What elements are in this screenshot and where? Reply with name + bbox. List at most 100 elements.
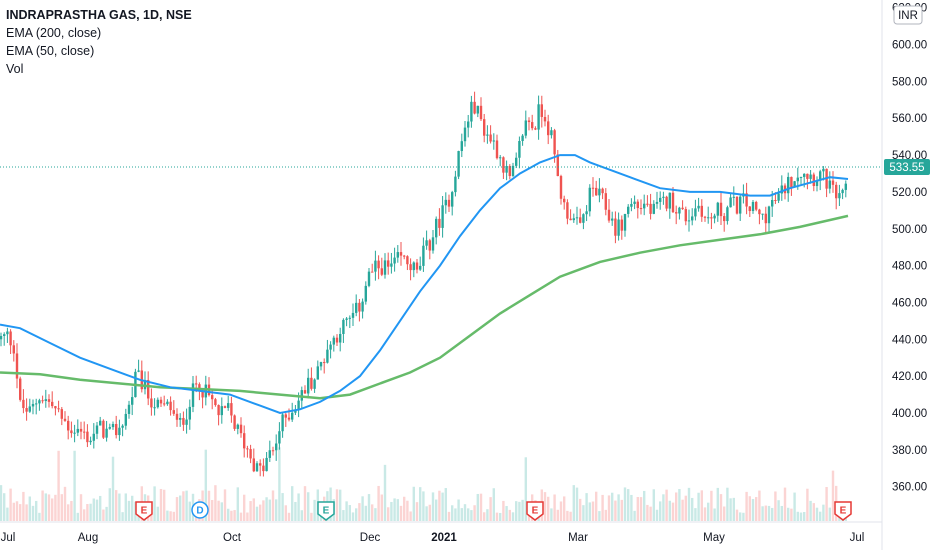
volume-bar bbox=[787, 507, 790, 521]
candle-body bbox=[649, 203, 652, 214]
volume-bar bbox=[719, 494, 723, 521]
candle-body bbox=[579, 217, 582, 223]
volume-bar bbox=[57, 450, 60, 521]
volume-bar bbox=[505, 506, 508, 521]
event-marker-label: E bbox=[141, 506, 148, 517]
chart-title[interactable]: INDRAPRASTHA GAS, 1D, NSE bbox=[6, 8, 192, 22]
candle-body bbox=[787, 176, 790, 194]
candle-body bbox=[262, 465, 265, 472]
volume-bar bbox=[707, 502, 710, 521]
volume-bar bbox=[153, 486, 156, 521]
time-axis[interactable]: Jul Aug Oct Dec 2021 Mar May Jul bbox=[1, 532, 865, 544]
volume-bar bbox=[406, 500, 409, 521]
volume-bar bbox=[451, 505, 454, 521]
candle-body bbox=[12, 345, 15, 354]
candle-body bbox=[627, 206, 630, 214]
candle-body bbox=[543, 116, 547, 122]
candle-body bbox=[188, 406, 191, 420]
candle-body bbox=[31, 403, 35, 407]
candle-body bbox=[451, 192, 454, 207]
volume-bar bbox=[409, 511, 412, 521]
candle-body bbox=[607, 209, 611, 221]
candle-body bbox=[563, 198, 566, 203]
candle-body bbox=[531, 122, 534, 129]
candle-body bbox=[758, 209, 761, 215]
volume-bar bbox=[569, 511, 572, 521]
volume-bar bbox=[31, 505, 35, 521]
legend-volume[interactable]: Vol bbox=[6, 62, 24, 76]
volume-bar bbox=[575, 487, 579, 521]
candle-body bbox=[38, 400, 41, 404]
candle-body bbox=[575, 217, 579, 219]
price-axis[interactable]: 360.00 380.00 400.00 420.00 440.00 460.00 480.… bbox=[892, 3, 927, 494]
candle-body bbox=[319, 362, 323, 367]
event-marker[interactable]: E bbox=[135, 501, 153, 521]
volume-bar bbox=[694, 508, 697, 521]
candle-body bbox=[345, 318, 348, 320]
volume-bar bbox=[425, 506, 428, 521]
volume-bar bbox=[659, 501, 662, 521]
candle-body bbox=[25, 408, 28, 412]
volume-bar bbox=[19, 504, 22, 521]
volume-bar bbox=[675, 492, 678, 521]
volume-bar bbox=[655, 509, 659, 521]
volume-bar bbox=[44, 493, 47, 521]
volume-bar bbox=[665, 489, 668, 521]
legend-ema-200[interactable]: EMA (200, close) bbox=[6, 26, 102, 40]
candle-body bbox=[57, 408, 60, 410]
volume-bar bbox=[335, 489, 339, 521]
volume-bar bbox=[799, 512, 803, 521]
candle-body bbox=[124, 413, 127, 426]
volume-bar bbox=[92, 498, 95, 521]
volume-bar bbox=[396, 499, 399, 521]
volume-bar bbox=[163, 489, 166, 521]
candle-body bbox=[633, 201, 636, 204]
candle-body bbox=[198, 384, 201, 391]
candle-body bbox=[457, 151, 460, 177]
volume-bar bbox=[710, 490, 713, 521]
candle-body bbox=[332, 337, 335, 345]
candle-body bbox=[687, 220, 691, 222]
volume-bar bbox=[742, 512, 745, 521]
legend-ema-50[interactable]: EMA (50, close) bbox=[6, 44, 95, 58]
candle-body bbox=[15, 353, 19, 379]
volume-bar bbox=[364, 505, 367, 521]
event-marker[interactable]: E bbox=[834, 501, 852, 521]
volume-bar bbox=[243, 494, 246, 521]
candle-body bbox=[121, 425, 124, 428]
candle-body bbox=[390, 263, 393, 267]
candle-body bbox=[655, 201, 659, 204]
candle-body bbox=[793, 181, 796, 188]
event-marker[interactable]: E bbox=[526, 501, 544, 521]
volume-bar bbox=[38, 512, 41, 521]
volume-bar bbox=[486, 509, 489, 521]
volume-bar bbox=[431, 492, 435, 521]
volume-bar bbox=[652, 489, 655, 521]
candle-body bbox=[76, 428, 79, 433]
volume-bar bbox=[700, 490, 703, 521]
candle-body bbox=[159, 399, 163, 404]
volume-bar bbox=[131, 495, 134, 521]
currency-badge[interactable]: INR bbox=[893, 5, 923, 25]
volume-bar bbox=[566, 510, 569, 521]
candle-body bbox=[9, 331, 12, 346]
candle-body bbox=[617, 219, 620, 236]
volume-bar bbox=[697, 492, 700, 521]
event-marker[interactable]: D bbox=[191, 501, 209, 519]
volume-bar bbox=[233, 510, 236, 521]
volume-bar bbox=[115, 490, 118, 521]
volume-bar bbox=[831, 470, 835, 521]
candle-body bbox=[755, 201, 758, 210]
volume-bar bbox=[169, 511, 172, 521]
volume-bar bbox=[441, 492, 444, 521]
event-marker[interactable]: E bbox=[317, 501, 335, 521]
candle-body bbox=[6, 331, 9, 335]
volume-bar bbox=[438, 490, 441, 521]
event-marker-label: D bbox=[196, 506, 203, 517]
volume-bar bbox=[265, 497, 268, 521]
volume-bar bbox=[3, 493, 6, 521]
x-tick-label: May bbox=[703, 532, 725, 544]
candle-body bbox=[249, 449, 252, 459]
